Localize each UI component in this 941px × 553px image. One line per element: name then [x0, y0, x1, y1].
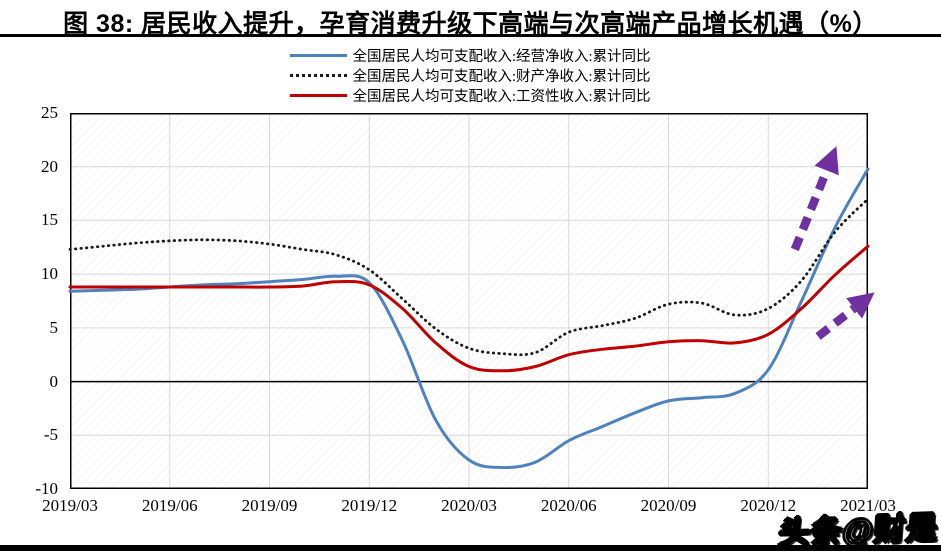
x-tick-label: 2020/12 [740, 496, 797, 515]
trend-arrow-shaft [790, 168, 831, 252]
x-tick-label: 2019/12 [341, 496, 398, 515]
bottom-rule [0, 545, 941, 551]
legend-item: 全国居民人均可支配收入:财产净收入:累计同比 [290, 65, 651, 85]
y-tick-label: 10 [41, 264, 58, 284]
x-tick-label: 2021/03 [840, 496, 896, 515]
chart-legend: 全国居民人均可支配收入:经营净收入:累计同比 全国居民人均可支配收入:财产净收入:… [0, 45, 941, 105]
legend-label: 全国居民人均可支配收入:工资性收入:累计同比 [352, 88, 651, 105]
y-tick-label: -10 [35, 479, 58, 498]
trend-arrow-head [846, 292, 875, 319]
y-tick-label: 20 [41, 156, 58, 176]
y-tick-label: -5 [43, 425, 58, 445]
legend-line-sample [290, 93, 348, 97]
x-tick-label: 2020/09 [640, 496, 697, 515]
figure-title: 图 38: 居民收入提升，孕育消费升级下高端与次高端产品增长机遇（%） [63, 10, 878, 38]
plot-area [68, 113, 875, 489]
legend-label: 全国居民人均可支配收入:经营净收入:累计同比 [352, 48, 651, 65]
chart-canvas [68, 113, 875, 489]
series-line [68, 244, 870, 373]
legend-item: 全国居民人均可支配收入:工资性收入:累计同比 [290, 85, 651, 105]
x-tick-label: 2019/03 [42, 496, 98, 515]
legend-line-sample [290, 53, 348, 57]
title-divider [0, 34, 941, 37]
series-line [68, 167, 870, 470]
y-tick-label: 5 [49, 317, 59, 337]
x-tick-label: 2019/06 [141, 496, 198, 515]
y-tick-label: 15 [41, 210, 58, 230]
y-tick-label: 0 [49, 371, 59, 391]
series-line [68, 197, 870, 357]
x-tick-label: 2020/03 [441, 496, 497, 515]
legend-line-sample [290, 73, 348, 77]
trend-arrow-head [814, 146, 839, 176]
trend-arrow-shaft [815, 305, 857, 340]
y-tick-label: 25 [41, 103, 58, 122]
legend-label: 全国居民人均可支配收入:财产净收入:累计同比 [352, 68, 651, 85]
x-tick-label: 2019/09 [241, 496, 298, 515]
x-tick-label: 2020/06 [540, 496, 597, 515]
legend-item: 全国居民人均可支配收入:经营净收入:累计同比 [290, 45, 651, 65]
